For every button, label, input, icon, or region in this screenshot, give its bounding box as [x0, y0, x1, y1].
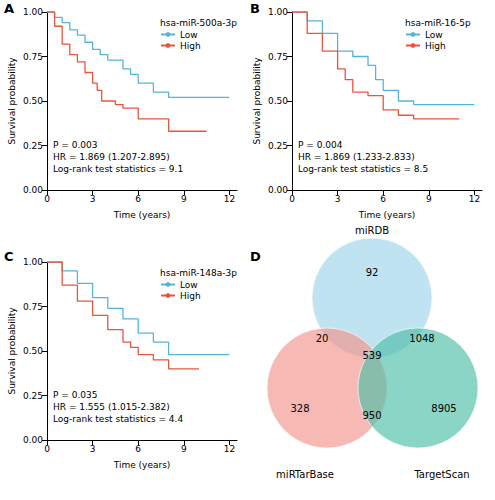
svg-text:9: 9 — [181, 444, 187, 454]
svg-text:12: 12 — [224, 194, 235, 204]
svg-text:0.25: 0.25 — [268, 141, 288, 151]
svg-text:1.00: 1.00 — [23, 257, 43, 267]
svg-text:539: 539 — [362, 350, 381, 361]
svg-text:B: B — [250, 1, 260, 16]
svg-text:C: C — [4, 249, 14, 264]
svg-text:0.75: 0.75 — [268, 52, 288, 62]
svg-text:20: 20 — [316, 333, 329, 344]
svg-text:0.00: 0.00 — [268, 185, 288, 195]
svg-text:miRDB: miRDB — [355, 225, 389, 236]
svg-text:High: High — [425, 41, 446, 51]
svg-text:8905: 8905 — [431, 403, 456, 414]
svg-text:High: High — [180, 41, 201, 51]
svg-text:3: 3 — [335, 194, 341, 204]
svg-text:1048: 1048 — [409, 333, 434, 344]
svg-text:0: 0 — [44, 194, 50, 204]
svg-text:hsa-miR-16-5p: hsa-miR-16-5p — [405, 18, 471, 28]
svg-text:HR = 1.869 (1.207-2.895): HR = 1.869 (1.207-2.895) — [53, 152, 170, 162]
svg-text:Log-rank test statistics = 9.1: Log-rank test statistics = 9.1 — [53, 164, 183, 174]
svg-text:12: 12 — [224, 444, 235, 454]
svg-text:hsa-miR-500a-3p: hsa-miR-500a-3p — [160, 18, 237, 28]
svg-text:0.50: 0.50 — [23, 346, 43, 356]
svg-text:P = 0.035: P = 0.035 — [53, 390, 97, 400]
svg-text:0.75: 0.75 — [23, 52, 43, 62]
svg-text:Time (years): Time (years) — [113, 210, 171, 220]
svg-text:0: 0 — [289, 194, 295, 204]
svg-text:P = 0.003: P = 0.003 — [53, 140, 97, 150]
svg-text:miRTarBase: miRTarBase — [276, 469, 334, 480]
svg-text:12: 12 — [469, 194, 480, 204]
svg-text:92: 92 — [366, 267, 379, 278]
svg-text:Low: Low — [425, 30, 443, 40]
svg-text:0: 0 — [44, 444, 50, 454]
svg-text:9: 9 — [181, 194, 187, 204]
svg-text:6: 6 — [135, 194, 141, 204]
svg-text:0.50: 0.50 — [23, 96, 43, 106]
svg-text:0.00: 0.00 — [23, 435, 43, 445]
svg-text:1.00: 1.00 — [23, 7, 43, 17]
svg-text:Time (years): Time (years) — [113, 460, 171, 470]
svg-text:328: 328 — [290, 403, 309, 414]
svg-text:950: 950 — [362, 410, 381, 421]
svg-text:6: 6 — [135, 444, 141, 454]
svg-text:Survival probability: Survival probability — [7, 307, 17, 395]
svg-text:Low: Low — [180, 280, 198, 290]
svg-text:A: A — [4, 1, 14, 16]
svg-text:HR = 1.869 (1.233-2.833): HR = 1.869 (1.233-2.833) — [298, 152, 415, 162]
svg-text:0.00: 0.00 — [23, 185, 43, 195]
svg-text:0.25: 0.25 — [23, 391, 43, 401]
svg-text:HR = 1.555 (1.015-2.382): HR = 1.555 (1.015-2.382) — [53, 402, 170, 412]
svg-text:TargetScan: TargetScan — [413, 469, 469, 480]
svg-text:Survival probability: Survival probability — [252, 57, 262, 145]
svg-text:hsa-miR-148a-3p: hsa-miR-148a-3p — [160, 268, 237, 278]
svg-text:3: 3 — [90, 194, 96, 204]
svg-text:High: High — [180, 291, 201, 301]
svg-text:0.75: 0.75 — [23, 302, 43, 312]
svg-text:0.25: 0.25 — [23, 141, 43, 151]
svg-text:Low: Low — [180, 30, 198, 40]
svg-text:Time (years): Time (years) — [358, 210, 416, 220]
svg-text:Survival probability: Survival probability — [7, 57, 17, 145]
svg-text:6: 6 — [380, 194, 386, 204]
svg-text:1.00: 1.00 — [268, 7, 288, 17]
svg-text:9: 9 — [426, 194, 432, 204]
svg-text:3: 3 — [90, 444, 96, 454]
svg-text:Log-rank test statistics = 4.4: Log-rank test statistics = 4.4 — [53, 414, 183, 424]
svg-text:0.50: 0.50 — [268, 96, 288, 106]
svg-text:Log-rank test statistics = 8.5: Log-rank test statistics = 8.5 — [298, 164, 428, 174]
svg-text:P = 0.004: P = 0.004 — [298, 140, 343, 150]
svg-text:D: D — [250, 249, 261, 264]
